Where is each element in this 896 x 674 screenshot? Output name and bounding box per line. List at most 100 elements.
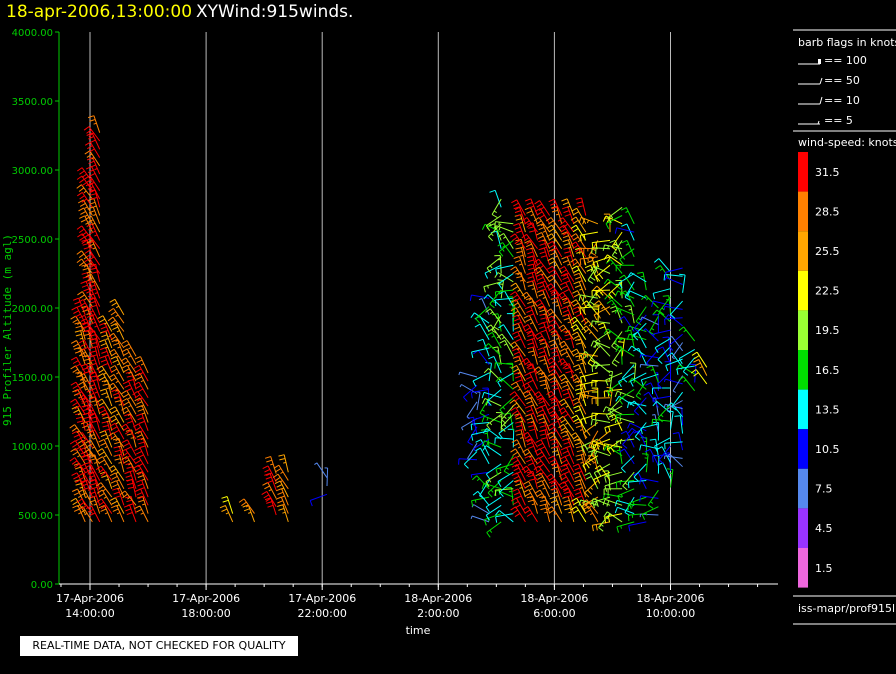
wind-barb [477, 338, 490, 357]
wind-barb [277, 504, 289, 523]
wind-barb [86, 314, 101, 332]
wind-barb [575, 197, 587, 216]
wind-barb [87, 471, 101, 489]
wind-barb [484, 264, 502, 279]
wind-barb [521, 357, 538, 374]
wind-barb [633, 347, 647, 365]
wind-barb [108, 373, 125, 390]
wind-barb [77, 233, 93, 249]
wind-barb [652, 288, 671, 300]
wind-barb [635, 380, 647, 400]
wind-barb [70, 497, 86, 514]
wind-barb [498, 422, 514, 439]
wind-barb [76, 498, 93, 514]
wind-barb [545, 308, 563, 324]
wind-barb [603, 278, 623, 291]
wind-barb [99, 388, 113, 407]
wind-barb [88, 454, 101, 473]
wind-barb [79, 215, 93, 233]
speed-color-swatch [798, 231, 808, 271]
wind-barb [546, 274, 563, 291]
wind-barb [563, 330, 575, 349]
wind-barb [640, 423, 659, 435]
wind-barb [558, 407, 575, 423]
wind-barb [570, 216, 587, 233]
wind-barb [667, 453, 683, 468]
wind-barb [579, 388, 598, 399]
wind-barb [547, 423, 563, 440]
wind-barb [629, 362, 637, 382]
wind-barb [81, 305, 93, 324]
wind-barb [607, 206, 623, 224]
wind-barb [657, 346, 671, 365]
wind-barb [527, 222, 538, 241]
wind-barb [113, 446, 125, 465]
speed-color-swatch [798, 310, 808, 350]
wind-barb [590, 265, 611, 274]
wind-barb [603, 388, 623, 398]
speed-color-swatch [798, 152, 808, 192]
wind-barb [522, 382, 538, 398]
wind-barb [511, 365, 526, 382]
wind-barb [70, 315, 86, 332]
wind-barb [113, 396, 125, 415]
wind-barb [510, 299, 526, 316]
wind-barb [571, 331, 587, 349]
wind-barb [574, 421, 587, 440]
wind-barb [603, 254, 623, 266]
wind-barb [572, 397, 587, 415]
wind-barb [134, 372, 149, 390]
wind-barb [81, 321, 93, 340]
wind-barb [501, 405, 514, 424]
wind-barb [474, 323, 490, 340]
wind-barb [627, 480, 647, 489]
wind-barb [615, 413, 635, 421]
wind-barb [238, 498, 255, 514]
wind-barb [134, 447, 149, 465]
wind-barb [562, 438, 575, 456]
wind-barb [570, 374, 587, 390]
wind-barb [639, 495, 659, 502]
wind-barb [591, 247, 611, 254]
wind-barb [78, 472, 93, 490]
y-tick-label: 3500.00 [12, 97, 53, 108]
wind-barb [561, 306, 575, 324]
wind-barb [478, 298, 490, 316]
wind-barb [674, 415, 684, 434]
wind-barb [124, 413, 137, 431]
wind-barb [125, 429, 137, 448]
wind-barb [121, 340, 137, 357]
wind-barb [132, 390, 149, 407]
wind-barb [550, 206, 563, 224]
wind-barb [558, 340, 575, 357]
wind-barb [87, 198, 101, 216]
wind-barb [109, 422, 125, 440]
wind-barb [611, 331, 623, 351]
wind-barb [536, 480, 551, 498]
wind-barb [495, 463, 514, 475]
wind-barb [560, 430, 575, 448]
wind-barb [646, 365, 659, 383]
wind-barb [559, 348, 575, 365]
wind-barb [88, 330, 101, 349]
wind-barb [546, 431, 563, 448]
wind-barb [525, 413, 538, 431]
wind-barb [545, 283, 563, 299]
y-tick-label: 500.00 [18, 511, 53, 522]
x-tick-time: 18:00:00 [181, 607, 230, 620]
wind-barb [136, 495, 149, 514]
wind-barb [571, 497, 587, 514]
wind-barb [476, 391, 481, 411]
speed-color-swatch [798, 508, 808, 548]
wind-barb [658, 445, 671, 465]
wind-barb [85, 182, 101, 200]
wind-barb [482, 427, 502, 440]
wind-barb [570, 432, 587, 448]
wind-barb [558, 473, 575, 490]
speed-legend-label: 19.5 [815, 324, 840, 337]
wind-barb [614, 390, 635, 399]
wind-barb [592, 496, 611, 509]
wind-barb [663, 305, 683, 310]
wind-barb [262, 482, 277, 499]
chart-title: XYWind:915winds. [196, 2, 354, 22]
